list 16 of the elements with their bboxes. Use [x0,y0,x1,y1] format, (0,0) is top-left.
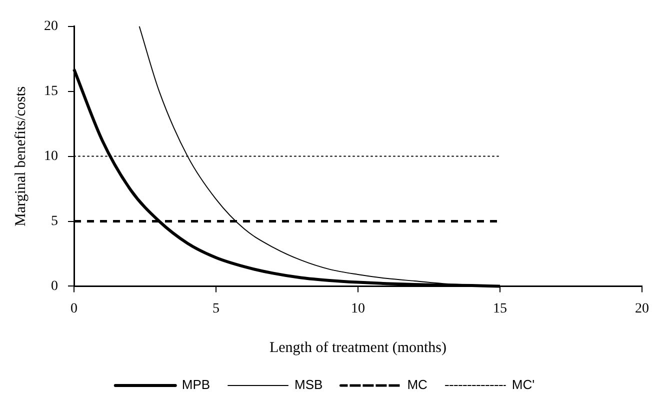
y-tick-label: 15 [44,84,58,100]
y-axis-title: Marginal benefits/costs [12,86,29,226]
x-tick-label: 5 [212,301,220,316]
y-tick-label: 5 [51,214,58,229]
legend-label: MPB [182,377,210,392]
x-tick-label: 20 [635,301,649,316]
legend-label: MC' [512,377,535,392]
legend-label: MC [407,377,428,392]
y-tick-label: 10 [44,148,58,164]
x-axis-title: Length of treatment (months) [269,340,447,356]
y-tick-label: 0 [51,278,58,294]
y-tick-label: 20 [44,19,58,34]
x-tick-label: 10 [351,301,365,316]
x-tick-label: 0 [70,301,78,316]
x-tick-label: 15 [493,301,507,316]
legend-label: MSB [294,377,323,392]
